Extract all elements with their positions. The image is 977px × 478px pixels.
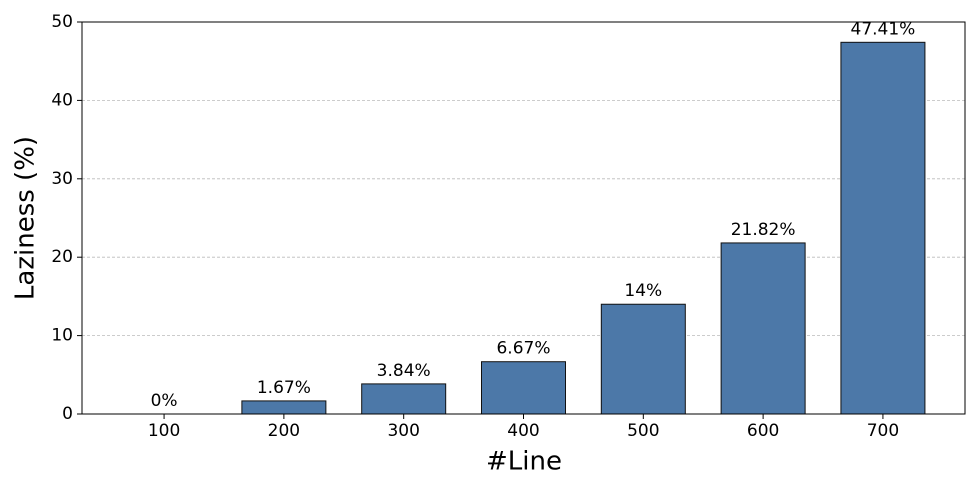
y-tick-label: 20 bbox=[51, 247, 73, 267]
x-tick-label: 300 bbox=[387, 421, 419, 441]
x-tick-label: 200 bbox=[268, 421, 300, 441]
bar bbox=[840, 41, 926, 415]
value-label: 0% bbox=[151, 391, 178, 411]
y-axis-title: Laziness (%) bbox=[11, 136, 41, 300]
y-tick-label: 0 bbox=[62, 404, 73, 424]
bar bbox=[481, 361, 566, 415]
plot-frame bbox=[81, 21, 966, 415]
y-tick-label: 50 bbox=[51, 12, 73, 32]
value-label: 21.82% bbox=[731, 220, 796, 240]
y-tick-label: 40 bbox=[51, 90, 73, 110]
y-tick-label: 30 bbox=[51, 169, 73, 189]
value-label: 14% bbox=[624, 281, 662, 301]
x-tick-label: 700 bbox=[867, 421, 899, 441]
value-label: 47.41% bbox=[851, 19, 916, 39]
y-tick-label: 10 bbox=[51, 326, 73, 346]
value-label: 6.67% bbox=[496, 339, 550, 359]
bar bbox=[361, 383, 447, 415]
bar bbox=[600, 303, 686, 415]
x-axis-title: #Line bbox=[486, 447, 562, 477]
x-tick-label: 500 bbox=[627, 421, 659, 441]
value-label: 1.67% bbox=[257, 378, 311, 398]
value-label: 3.84% bbox=[377, 361, 431, 381]
bar bbox=[720, 242, 806, 415]
x-tick-label: 100 bbox=[148, 421, 180, 441]
bar bbox=[241, 400, 327, 415]
x-tick-label: 400 bbox=[507, 421, 539, 441]
x-tick-label: 600 bbox=[747, 421, 779, 441]
